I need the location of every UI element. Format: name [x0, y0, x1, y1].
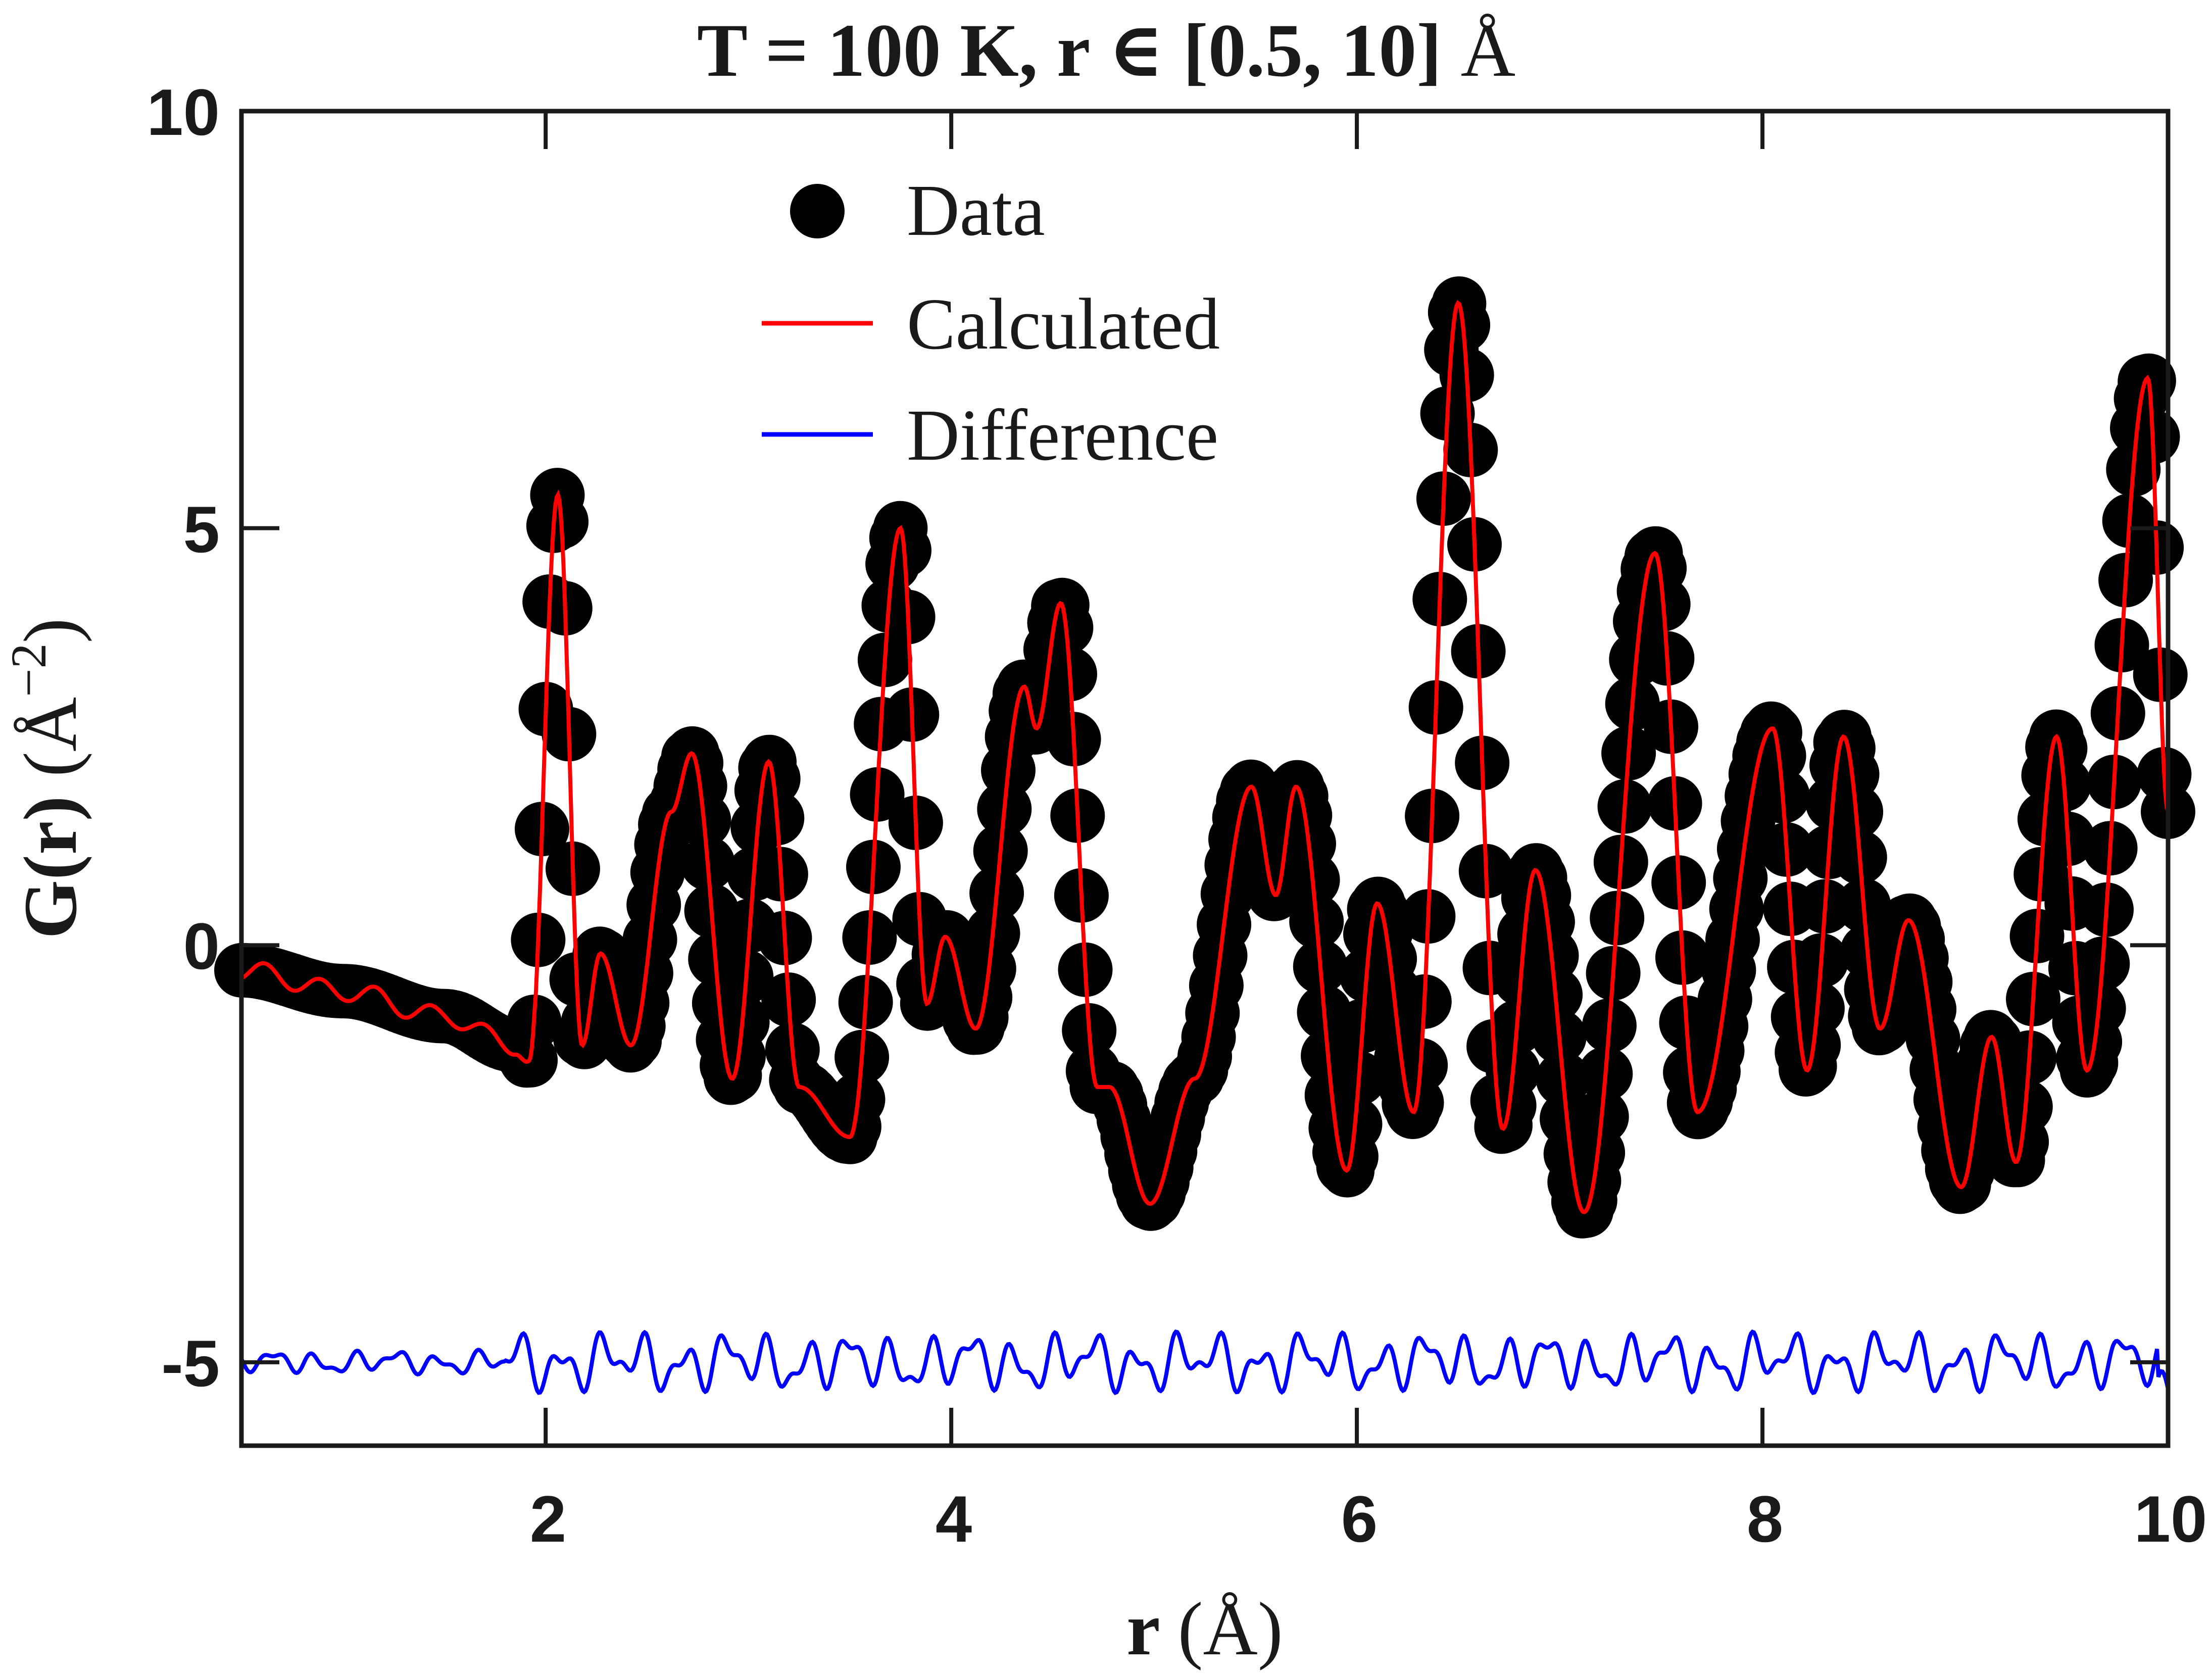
y-axis-label: G(r) (Å−2): [1, 618, 92, 939]
y-tick-label: -5: [161, 1326, 220, 1400]
legend: Data Calculated Difference: [762, 170, 1220, 476]
legend-data-marker: [790, 184, 845, 238]
plot-frame: [239, 109, 2171, 1448]
x-tick-labels: 2 4 6 8 10: [530, 1482, 2207, 1556]
x-tick-label: 2: [530, 1482, 566, 1556]
calculated-series: [240, 300, 2170, 1214]
y-tick-label: 10: [146, 75, 220, 149]
legend-data-label: Data: [907, 170, 1045, 251]
y-tick-labels: 10 5 0 -5: [146, 75, 220, 1400]
x-tick-label: 10: [2134, 1482, 2207, 1556]
x-axis-label: r (Å): [1126, 1587, 1283, 1671]
legend-difference-label: Difference: [907, 395, 1218, 476]
difference-line: [239, 1329, 2170, 1395]
axis-ticks: [241, 109, 2170, 1446]
y-tick-label: 5: [183, 493, 220, 566]
x-tick-label: 4: [936, 1482, 972, 1556]
chart-title: T = 100 K, r ∈ [0.5, 10] Å: [697, 9, 1515, 92]
y-tick-label: 0: [183, 909, 220, 983]
calculated-line: [240, 300, 2170, 1214]
difference-series: [239, 1329, 2170, 1395]
legend-calculated-label: Calculated: [907, 284, 1220, 365]
x-tick-label: 8: [1747, 1482, 1783, 1556]
x-tick-label: 6: [1341, 1482, 1378, 1556]
